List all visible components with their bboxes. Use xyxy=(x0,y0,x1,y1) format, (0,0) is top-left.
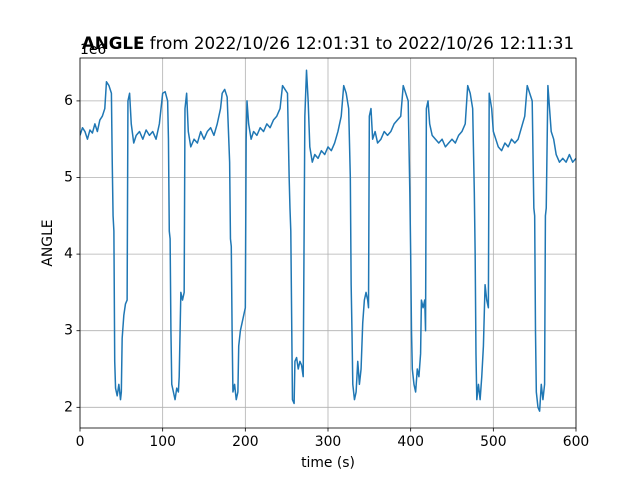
x-tick-label: 0 xyxy=(76,434,85,450)
x-axis-label: time (s) xyxy=(301,455,355,471)
title-rest: from 2022/10/26 12:01:31 to 2022/10/26 1… xyxy=(150,33,574,53)
y-tick-label: 3 xyxy=(64,323,73,339)
y-tick-label: 2 xyxy=(64,399,73,415)
y-tick-label: 5 xyxy=(64,170,73,186)
x-tick-label: 500 xyxy=(480,434,507,450)
x-tick-label: 200 xyxy=(232,434,259,450)
data-line xyxy=(80,69,576,412)
y-tick-label: 4 xyxy=(64,246,73,262)
chart-title: ANGLE from 2022/10/26 12:01:31 to 2022/1… xyxy=(82,33,574,53)
y-axis-label: ANGLE xyxy=(40,219,56,266)
y-tick-label: 6 xyxy=(64,93,73,109)
y-offset-label: 1e6 xyxy=(80,42,106,58)
x-tick-label: 600 xyxy=(563,434,590,450)
plot-frame xyxy=(79,57,577,429)
x-tick-label: 100 xyxy=(149,434,176,450)
x-tick-label: 300 xyxy=(315,434,342,450)
title-bold: ANGLE xyxy=(82,33,145,53)
x-tick-label: 400 xyxy=(397,434,424,450)
